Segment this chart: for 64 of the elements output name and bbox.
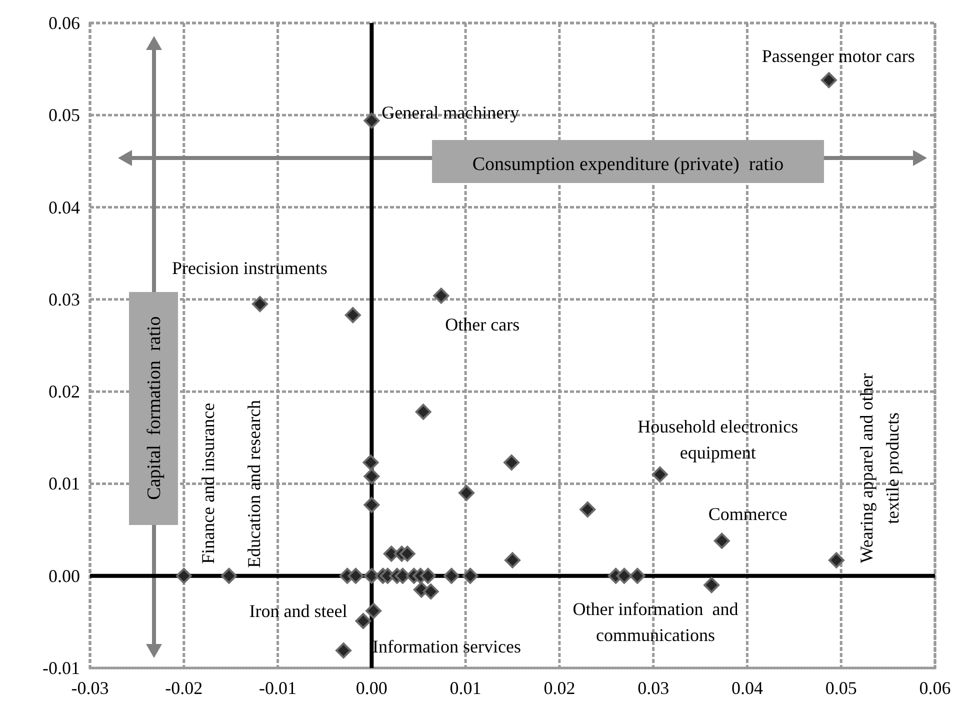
point xyxy=(364,496,380,513)
x-tick-label: -0.02 xyxy=(165,678,203,698)
y-tick-label: 0.04 xyxy=(48,197,80,218)
x-tick-label: 0.05 xyxy=(825,678,857,698)
point xyxy=(399,546,416,562)
point xyxy=(366,602,382,619)
annotation: Finance and insurance xyxy=(198,402,218,564)
point xyxy=(364,468,380,484)
x-tick-label: 0.01 xyxy=(450,678,482,698)
point xyxy=(420,568,436,584)
annotation: Other cars xyxy=(445,314,520,335)
point xyxy=(629,568,646,584)
point xyxy=(433,288,450,304)
label-box: Capital formation ratio xyxy=(129,292,178,525)
point xyxy=(504,552,520,568)
point xyxy=(462,568,478,584)
point xyxy=(714,532,730,549)
point xyxy=(364,112,380,129)
point xyxy=(828,552,844,568)
point xyxy=(652,466,668,482)
annotation: Wearing apparel and other textile products xyxy=(856,373,902,564)
point xyxy=(443,568,460,584)
y-tick-label: 0.00 xyxy=(48,566,80,586)
x-tick-label: 0.00 xyxy=(356,678,388,698)
point xyxy=(458,484,474,501)
annotation: Precision instruments xyxy=(172,258,328,278)
point xyxy=(616,568,632,584)
point xyxy=(252,296,268,312)
x-tick-label: 0.02 xyxy=(544,678,576,698)
point xyxy=(580,502,596,518)
annotation: General machinery xyxy=(382,102,520,123)
y-tick-label: 0.02 xyxy=(48,382,80,402)
x-tick-label: 0.06 xyxy=(919,678,951,698)
point xyxy=(504,454,520,471)
annotation: Passenger motor cars xyxy=(762,46,915,66)
y-tick-label: 0.01 xyxy=(48,474,80,494)
label-box: Consumption expenditure (private) ratio xyxy=(432,140,824,183)
annotation: Information services xyxy=(372,636,521,656)
point xyxy=(820,72,837,88)
point xyxy=(704,577,720,594)
point xyxy=(415,404,432,420)
y-tick-label: -0.01 xyxy=(42,658,80,678)
annotation: Consumption expenditure (private) ratio xyxy=(472,154,784,175)
x-tick-label: -0.01 xyxy=(259,678,297,698)
annotation: Iron and steel xyxy=(249,600,348,621)
annotation: Household electronics equipment xyxy=(638,416,798,462)
y-tick-label: 0.06 xyxy=(48,13,80,33)
x-tick-label: 0.03 xyxy=(638,678,670,698)
annotation: Commerce xyxy=(708,504,788,524)
point xyxy=(344,307,361,324)
point xyxy=(176,568,192,584)
y-tick-label: 0.05 xyxy=(48,105,80,126)
annotation: Capital formation ratio xyxy=(144,316,165,500)
point xyxy=(422,584,439,600)
x-tick-label: -0.03 xyxy=(71,678,109,698)
point xyxy=(355,613,372,630)
y-tick-label: 0.03 xyxy=(48,289,80,310)
point xyxy=(220,568,237,584)
annotation: Education and research xyxy=(244,400,264,568)
point xyxy=(336,642,352,658)
annotation: Other information and communications xyxy=(572,599,738,646)
point xyxy=(362,454,379,471)
point xyxy=(348,568,364,584)
x-tick-label: 0.04 xyxy=(731,678,763,698)
